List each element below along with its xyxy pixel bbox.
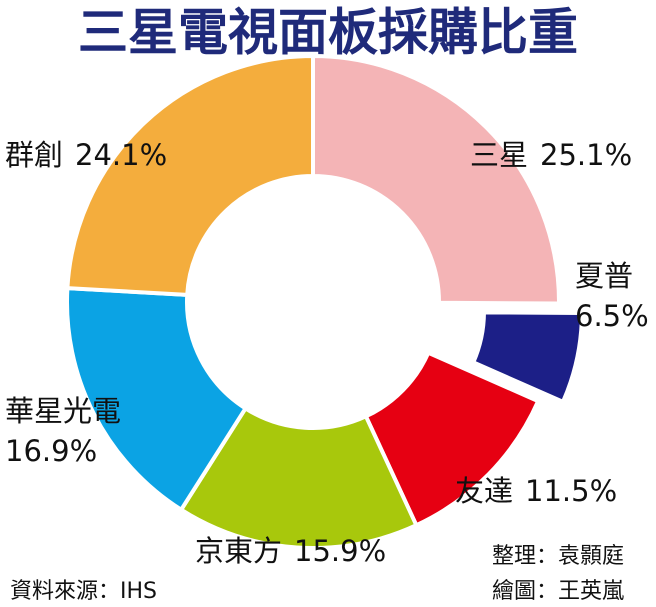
slice-label: 夏普 6.5%	[575, 259, 649, 333]
value-label: 15.9%	[294, 534, 386, 568]
category-label: 友達	[455, 474, 513, 508]
slice-label: 三星 25.1%	[470, 138, 632, 172]
slice-label: 華星光電 16.9%	[5, 394, 121, 468]
category-label: 群創	[5, 138, 63, 172]
chart-title: 三星電視面板採購比重	[78, 4, 578, 62]
value-label: 16.9%	[5, 434, 97, 468]
donut-slice	[311, 53, 561, 306]
value-label: 11.5%	[525, 474, 617, 508]
value-label: 25.1%	[540, 138, 632, 172]
category-label: 三星	[470, 138, 528, 172]
donut-slice	[470, 310, 584, 405]
donut-slice	[65, 285, 249, 513]
slice-label: 京東方 15.9%	[195, 534, 386, 568]
value-label: 6.5%	[575, 299, 649, 333]
slice-label: 友達 11.5%	[455, 474, 617, 508]
source: 資料來源：IHS	[10, 579, 157, 604]
donut-slice	[65, 53, 315, 297]
credit: 整理：袁顥庭	[492, 544, 624, 569]
category-label: 夏普	[575, 259, 633, 293]
value-label: 24.1%	[75, 138, 167, 172]
slice-label: 群創 24.1%	[5, 138, 167, 172]
credit: 繪圖：王英嵐	[492, 579, 624, 604]
donut-slice	[178, 405, 419, 550]
category-label: 京東方	[195, 534, 282, 568]
category-label: 華星光電	[5, 394, 121, 428]
